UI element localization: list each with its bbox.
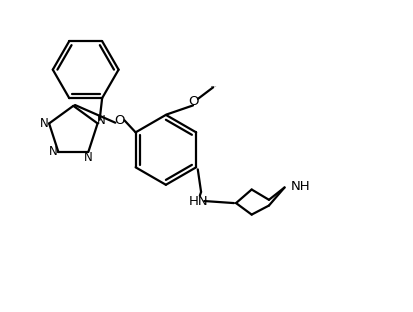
Text: NH: NH <box>290 180 310 193</box>
Text: N: N <box>84 151 93 164</box>
Text: N: N <box>49 145 57 158</box>
Text: HN: HN <box>189 194 208 207</box>
Text: N: N <box>39 117 48 130</box>
Text: N: N <box>96 115 105 128</box>
Text: O: O <box>114 114 125 127</box>
Text: methoxy: methoxy <box>210 86 216 87</box>
Text: O: O <box>188 95 199 108</box>
